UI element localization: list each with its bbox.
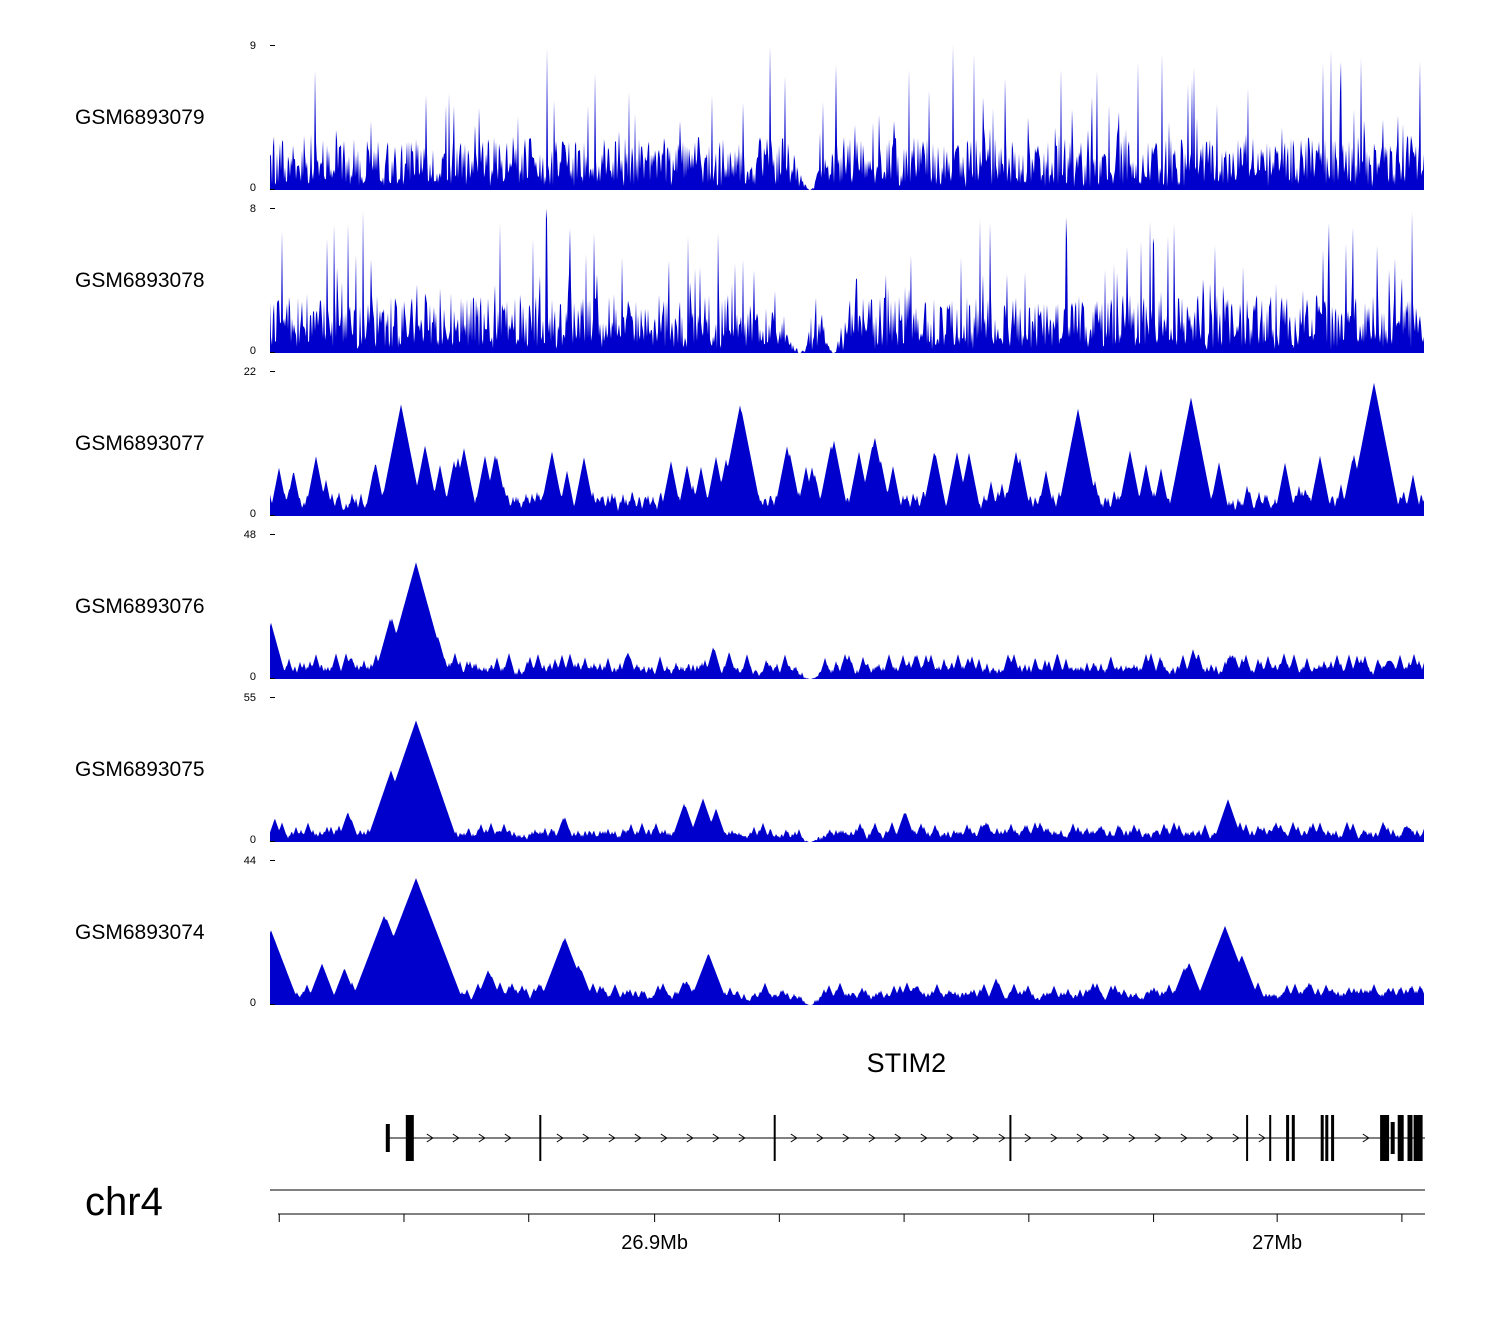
track-label: GSM6893076 xyxy=(75,594,205,618)
strand-arrow-icon xyxy=(556,1133,564,1143)
track-ymax-label: 9 xyxy=(249,40,256,52)
strand-arrow-icon xyxy=(478,1133,486,1143)
strand-arrow-icon xyxy=(608,1133,616,1143)
strand-arrow-icon xyxy=(1076,1133,1084,1143)
track-yzero-label: 0 xyxy=(249,182,256,194)
signal-area xyxy=(270,208,1424,353)
strand-arrow-icon xyxy=(1206,1133,1214,1143)
strand-arrow-icon xyxy=(790,1133,798,1143)
track-yzero-label: 0 xyxy=(249,671,256,683)
track-label: GSM6893075 xyxy=(75,757,205,781)
track-row: GSM6893076 48 0 xyxy=(0,530,1500,683)
track-signal xyxy=(270,697,1424,842)
strand-arrow-icon xyxy=(738,1133,746,1143)
track-label: GSM6893078 xyxy=(75,268,205,292)
track-signal xyxy=(270,860,1424,1005)
track-signal xyxy=(270,534,1424,679)
exon xyxy=(385,1124,390,1152)
track-ymax-label: 8 xyxy=(249,203,256,215)
exon xyxy=(1397,1115,1404,1161)
track-yzero-label: 0 xyxy=(249,834,256,846)
exon xyxy=(405,1115,414,1161)
track-ymax-label: 48 xyxy=(243,529,256,541)
exon xyxy=(1407,1115,1413,1161)
genome-axis xyxy=(270,1189,1425,1222)
strand-arrow-icon xyxy=(1024,1133,1032,1143)
exon xyxy=(1331,1115,1335,1161)
signal-area xyxy=(270,562,1424,679)
gene-name-label: STIM2 xyxy=(866,1048,947,1078)
strand-arrow-icon xyxy=(946,1133,954,1143)
track-signal xyxy=(270,45,1424,190)
strand-arrow-icon xyxy=(842,1133,850,1143)
exon xyxy=(1390,1122,1395,1154)
signal-area xyxy=(270,45,1424,190)
track-row: GSM6893074 44 0 xyxy=(0,856,1500,1009)
exon xyxy=(1286,1115,1290,1161)
strand-arrow-icon xyxy=(1232,1133,1240,1143)
track-row: GSM6893075 55 0 xyxy=(0,693,1500,846)
track-yzero-label: 0 xyxy=(249,997,256,1009)
strand-arrow-icon xyxy=(894,1133,902,1143)
track-ymax-label: 44 xyxy=(243,855,256,867)
strand-arrow-icon xyxy=(686,1133,694,1143)
strand-arrow-icon xyxy=(582,1133,590,1143)
track-ymax-label: 22 xyxy=(243,366,256,378)
strand-arrow-icon xyxy=(712,1133,720,1143)
exon xyxy=(1320,1115,1324,1161)
strand-arrow-icon xyxy=(816,1133,824,1143)
strand-arrow-icon xyxy=(998,1133,1006,1143)
track-label: GSM6893077 xyxy=(75,431,205,455)
track-yzero-label: 0 xyxy=(249,345,256,357)
track-yzero-label: 0 xyxy=(249,508,256,520)
exon xyxy=(1269,1115,1272,1161)
track-label: GSM6893074 xyxy=(75,920,205,944)
track-label: GSM6893079 xyxy=(75,105,205,129)
gene-model xyxy=(385,1115,1425,1161)
track-row: GSM6893078 8 0 xyxy=(0,204,1500,357)
strand-arrow-icon xyxy=(634,1133,642,1143)
signal-area xyxy=(270,382,1424,516)
track-signal xyxy=(270,371,1424,516)
strand-arrow-icon xyxy=(452,1133,460,1143)
strand-arrow-icon xyxy=(1128,1133,1136,1143)
exon xyxy=(1009,1115,1012,1161)
exon xyxy=(1325,1115,1329,1161)
chromosome-label: chr4 xyxy=(85,1180,163,1224)
exon xyxy=(1413,1115,1423,1161)
track-ymax-label: 55 xyxy=(243,692,256,704)
axis-tick-label: 26.9Mb xyxy=(621,1232,688,1254)
strand-arrow-icon xyxy=(1362,1133,1370,1143)
strand-arrow-icon xyxy=(1050,1133,1058,1143)
exon xyxy=(1246,1115,1249,1161)
strand-arrow-icon xyxy=(1180,1133,1188,1143)
strand-arrow-icon xyxy=(868,1133,876,1143)
strand-arrow-icon xyxy=(1258,1133,1266,1143)
strand-arrow-icon xyxy=(504,1133,512,1143)
track-row: GSM6893077 22 0 xyxy=(0,367,1500,520)
signal-area xyxy=(270,878,1424,1005)
exon xyxy=(1291,1115,1295,1161)
strand-arrow-icon xyxy=(1154,1133,1162,1143)
strand-arrow-icon xyxy=(1102,1133,1110,1143)
axis-tick-label: 27Mb xyxy=(1252,1232,1303,1254)
strand-arrow-icon xyxy=(660,1133,668,1143)
track-row: GSM6893079 9 0 xyxy=(0,41,1500,194)
strand-arrow-icon xyxy=(972,1133,980,1143)
exon xyxy=(1380,1115,1390,1161)
exon xyxy=(539,1115,542,1161)
strand-arrow-icon xyxy=(920,1133,928,1143)
exon xyxy=(773,1115,776,1161)
signal-area xyxy=(270,720,1424,842)
strand-arrow-icon xyxy=(426,1133,434,1143)
track-signal xyxy=(270,208,1424,353)
